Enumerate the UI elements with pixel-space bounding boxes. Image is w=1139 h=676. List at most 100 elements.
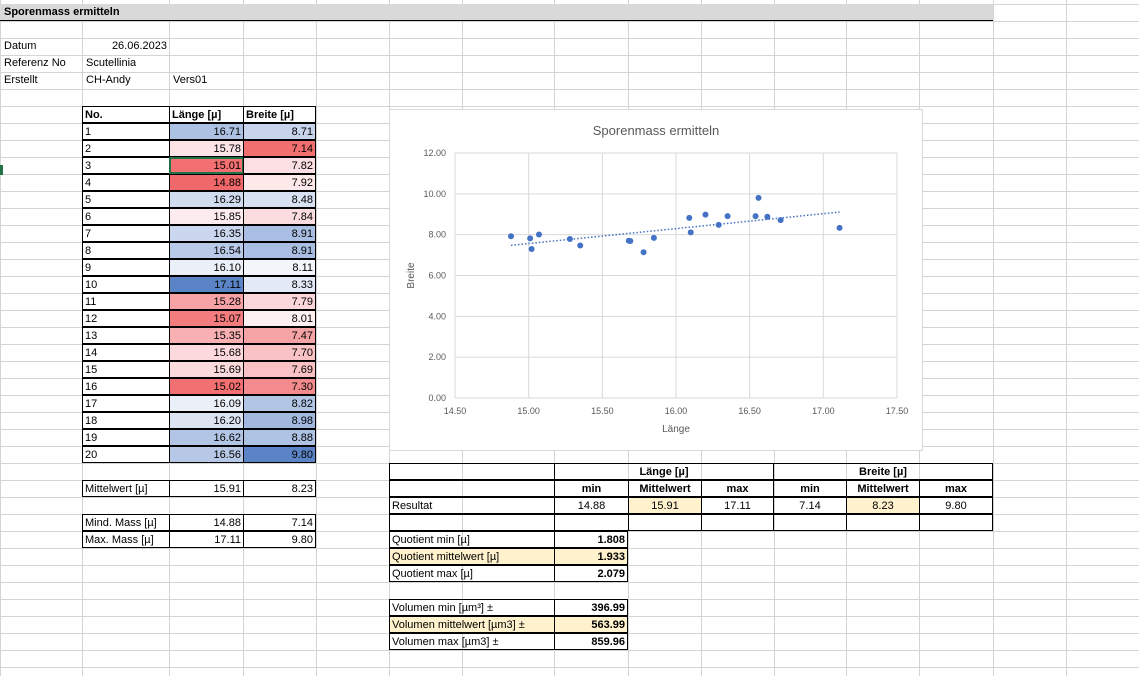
mittelwert-label[interactable]: Mittelwert [µ] xyxy=(82,480,170,497)
table-cell-laenge[interactable]: 16.56 xyxy=(169,446,244,463)
info-label[interactable]: Erstellt xyxy=(4,74,38,86)
mittelwert-breite[interactable]: 8.23 xyxy=(243,480,316,497)
table-row-no[interactable]: 13 xyxy=(82,327,170,344)
result-value[interactable]: 9.80 xyxy=(919,497,993,514)
table-cell-breite[interactable]: 7.14 xyxy=(243,140,316,157)
table-cell-breite[interactable]: 7.82 xyxy=(243,157,316,174)
table-cell-laenge[interactable]: 15.01 xyxy=(169,157,244,174)
table-cell-breite[interactable]: 8.33 xyxy=(243,276,316,293)
table-cell-laenge[interactable]: 15.68 xyxy=(169,344,244,361)
scatter-chart[interactable]: Sporenmass ermitteln 0.00 2.00 4.00 6.00 8.00… xyxy=(389,109,923,451)
sheet-title[interactable]: Sporenmass ermitteln xyxy=(0,4,993,21)
result-blank-cell[interactable] xyxy=(773,514,847,531)
result-value[interactable]: 15.91 xyxy=(628,497,702,514)
quotient-value[interactable]: 1.808 xyxy=(554,531,628,548)
result-subheader[interactable]: min xyxy=(554,480,629,497)
table-cell-breite[interactable]: 8.11 xyxy=(243,259,316,276)
result-subheader[interactable]: min xyxy=(773,480,847,497)
max-mass-label[interactable]: Max. Mass [µ] xyxy=(82,531,170,548)
result-blank-cell[interactable] xyxy=(919,514,993,531)
table-cell-breite[interactable]: 8.91 xyxy=(243,242,316,259)
table-row-no[interactable]: 2 xyxy=(82,140,170,157)
table-cell-laenge[interactable]: 15.35 xyxy=(169,327,244,344)
table-cell-laenge[interactable]: 16.71 xyxy=(169,123,244,140)
table-cell-laenge[interactable]: 15.69 xyxy=(169,361,244,378)
quotient-label[interactable]: Quotient mittelwert [µ] xyxy=(389,548,555,565)
info-extra[interactable]: Vers01 xyxy=(173,74,208,86)
table-cell-laenge[interactable]: 16.35 xyxy=(169,225,244,242)
table-row-no[interactable]: 14 xyxy=(82,344,170,361)
table-cell-breite[interactable]: 7.30 xyxy=(243,378,316,395)
volume-value[interactable]: 396.99 xyxy=(554,599,628,616)
table-row-no[interactable]: 16 xyxy=(82,378,170,395)
table-row-no[interactable]: 20 xyxy=(82,446,170,463)
volume-label[interactable]: Volumen mittelwert [µm3] ± xyxy=(389,616,555,633)
table-row-no[interactable]: 15 xyxy=(82,361,170,378)
table-row-no[interactable]: 11 xyxy=(82,293,170,310)
table-cell-laenge[interactable]: 15.07 xyxy=(169,310,244,327)
max-mass-laenge[interactable]: 17.11 xyxy=(169,531,244,548)
table-row-no[interactable]: 3 xyxy=(82,157,170,174)
table-row-no[interactable]: 18 xyxy=(82,412,170,429)
info-label[interactable]: Referenz No xyxy=(4,57,66,69)
result-value[interactable]: 14.88 xyxy=(554,497,629,514)
result-group-breite[interactable]: Breite [µ] xyxy=(773,463,993,480)
table-cell-laenge[interactable]: 16.54 xyxy=(169,242,244,259)
table-row-no[interactable]: 17 xyxy=(82,395,170,412)
result-subheader-blank[interactable] xyxy=(389,480,555,497)
quotient-label[interactable]: Quotient min [µ] xyxy=(389,531,555,548)
table-row-no[interactable]: 5 xyxy=(82,191,170,208)
info-value[interactable]: 26.06.2023 xyxy=(111,40,167,52)
table-cell-laenge[interactable]: 16.29 xyxy=(169,191,244,208)
quotient-value[interactable]: 2.079 xyxy=(554,565,628,582)
table-cell-breite[interactable]: 8.98 xyxy=(243,412,316,429)
table-row-no[interactable]: 4 xyxy=(82,174,170,191)
table-row-no[interactable]: 6 xyxy=(82,208,170,225)
table-header-laenge[interactable]: Länge [µ] xyxy=(169,106,244,123)
table-row-no[interactable]: 12 xyxy=(82,310,170,327)
result-subheader[interactable]: max xyxy=(919,480,993,497)
result-subheader[interactable]: max xyxy=(701,480,774,497)
result-subheader[interactable]: Mittelwert xyxy=(846,480,920,497)
result-header-blank[interactable] xyxy=(389,463,555,480)
table-cell-breite[interactable]: 8.82 xyxy=(243,395,316,412)
table-cell-laenge[interactable]: 15.02 xyxy=(169,378,244,395)
table-cell-breite[interactable]: 7.70 xyxy=(243,344,316,361)
max-mass-breite[interactable]: 9.80 xyxy=(243,531,316,548)
table-cell-breite[interactable]: 8.01 xyxy=(243,310,316,327)
volume-value[interactable]: 563.99 xyxy=(554,616,628,633)
table-cell-breite[interactable]: 7.69 xyxy=(243,361,316,378)
info-extra[interactable] xyxy=(171,38,243,55)
result-group-laenge[interactable]: Länge [µ] xyxy=(554,463,774,480)
info-value[interactable]: Scutellinia xyxy=(86,57,137,69)
table-cell-laenge[interactable]: 15.85 xyxy=(169,208,244,225)
table-cell-laenge[interactable]: 17.11 xyxy=(169,276,244,293)
volume-value[interactable]: 859.96 xyxy=(554,633,628,650)
result-row-label[interactable]: Resultat xyxy=(389,497,555,514)
table-cell-laenge[interactable]: 15.78 xyxy=(169,140,244,157)
result-value[interactable]: 8.23 xyxy=(846,497,920,514)
result-blank-cell[interactable] xyxy=(628,514,702,531)
table-cell-laenge[interactable]: 14.88 xyxy=(169,174,244,191)
table-cell-laenge[interactable]: 16.10 xyxy=(169,259,244,276)
table-header-no[interactable]: No. xyxy=(82,106,170,123)
result-subheader[interactable]: Mittelwert xyxy=(628,480,702,497)
info-label[interactable]: Datum xyxy=(4,40,37,52)
result-value[interactable]: 17.11 xyxy=(701,497,774,514)
table-row-no[interactable]: 10 xyxy=(82,276,170,293)
table-row-no[interactable]: 1 xyxy=(82,123,170,140)
result-blank-cell[interactable] xyxy=(701,514,774,531)
table-cell-breite[interactable]: 7.92 xyxy=(243,174,316,191)
result-blank-row[interactable] xyxy=(389,514,555,531)
result-blank-cell[interactable] xyxy=(846,514,920,531)
result-value[interactable]: 7.14 xyxy=(773,497,847,514)
table-cell-breite[interactable]: 8.48 xyxy=(243,191,316,208)
table-row-no[interactable]: 9 xyxy=(82,259,170,276)
table-cell-breite[interactable]: 7.79 xyxy=(243,293,316,310)
mind-mass-label[interactable]: Mind. Mass [µ] xyxy=(82,514,170,531)
info-value[interactable]: CH-Andy xyxy=(86,74,131,86)
table-cell-laenge[interactable]: 15.28 xyxy=(169,293,244,310)
mittelwert-laenge[interactable]: 15.91 xyxy=(169,480,244,497)
table-cell-breite[interactable]: 8.91 xyxy=(243,225,316,242)
table-row-no[interactable]: 8 xyxy=(82,242,170,259)
